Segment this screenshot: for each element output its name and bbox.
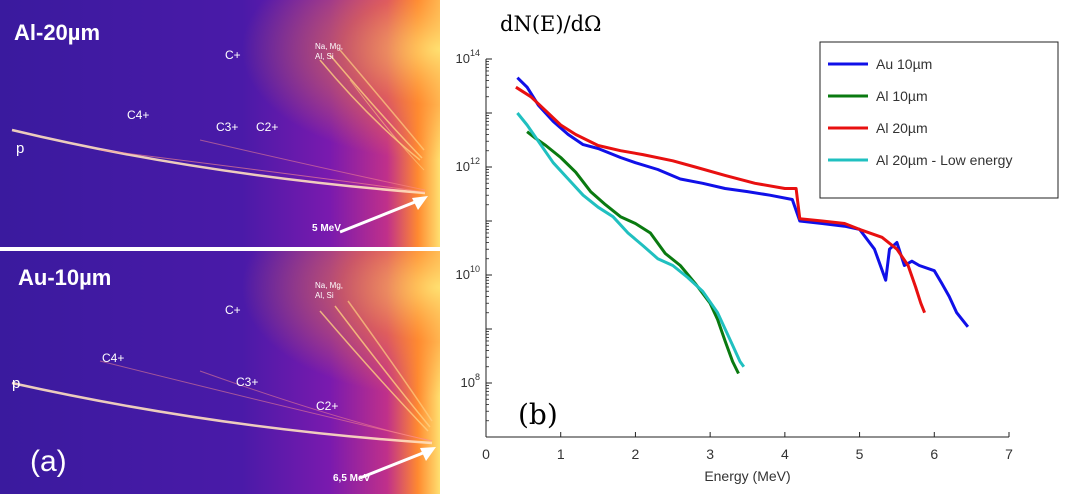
legend-label: Au 10µm (876, 56, 932, 72)
x-tick-label: 4 (781, 446, 789, 462)
detector-image-au10-graphic (0, 251, 440, 494)
legend-label: Al 20µm - Low energy (876, 152, 1012, 168)
series-line (515, 85, 926, 314)
series-line (526, 130, 740, 375)
legend-box (819, 41, 1059, 199)
x-tick-label: 1 (557, 446, 565, 462)
x-tick-label: 5 (856, 446, 864, 462)
ion-label-c-plus: C+ (225, 303, 241, 317)
target-label-au10: Au-10µm (18, 265, 112, 290)
legend-label: Al 10µm (876, 88, 928, 104)
legend-label: Al 20µm (876, 120, 928, 136)
energy-marker-label: 5 MeV (312, 223, 341, 234)
ion-label-proton: p (16, 140, 25, 157)
ion-label-c2: C2+ (256, 120, 279, 134)
y-tick-label: 108 (461, 372, 480, 390)
x-tick-label: 0 (482, 446, 490, 462)
detector-image-au10: Au-10µm C+ C4+ C3+ C2+ p Na, Mg, Al, Si … (0, 251, 440, 494)
panel-tag-b: (b) (518, 398, 558, 431)
y-tick-label: 1014 (456, 48, 480, 66)
x-tick-label: 6 (930, 446, 938, 462)
ion-label-c4: C4+ (102, 351, 125, 365)
x-tick-label: 7 (1005, 446, 1013, 462)
target-label-al20: Al-20µm (14, 20, 101, 45)
series-line (516, 112, 746, 368)
ion-label-heavy: Na, Mg, Al, Si (315, 281, 344, 300)
panel-tag-a: (a) (30, 445, 67, 478)
detector-image-al20-graphic (0, 0, 440, 247)
ion-label-proton: p (12, 375, 21, 392)
ion-label-c2: C2+ (316, 399, 339, 413)
x-tick-label: 2 (632, 446, 640, 462)
ion-label-c-plus: C+ (225, 48, 241, 62)
spectrum-chart: dN(E)/dΩ 0 1 2 3 4 5 6 7 108 1010 1012 1014 Energy (… (446, 0, 1068, 494)
energy-marker-label: 6,5 MeV (333, 473, 371, 484)
ion-label-c3: C3+ (216, 120, 239, 134)
detector-image-al20: Al-20µm C+ C4+ C3+ C2+ p Na, Mg, Al, Si … (0, 0, 440, 247)
ion-label-c3: C3+ (236, 375, 259, 389)
x-axis-title: Energy (MeV) (704, 468, 790, 484)
ion-label-heavy: Na, Mg, Al, Si (315, 42, 344, 61)
spectrum-chart-plot: 0 1 2 3 4 5 6 7 108 1010 1012 1014 Energy (MeV) Au 10… (456, 41, 1059, 484)
y-tick-label: 1010 (456, 264, 480, 282)
x-tick-label: 3 (706, 446, 714, 462)
y-axis-title: dN(E)/dΩ (500, 12, 602, 36)
y-tick-label: 1012 (456, 156, 480, 174)
ion-label-c4: C4+ (127, 108, 150, 122)
series-line (516, 76, 970, 328)
